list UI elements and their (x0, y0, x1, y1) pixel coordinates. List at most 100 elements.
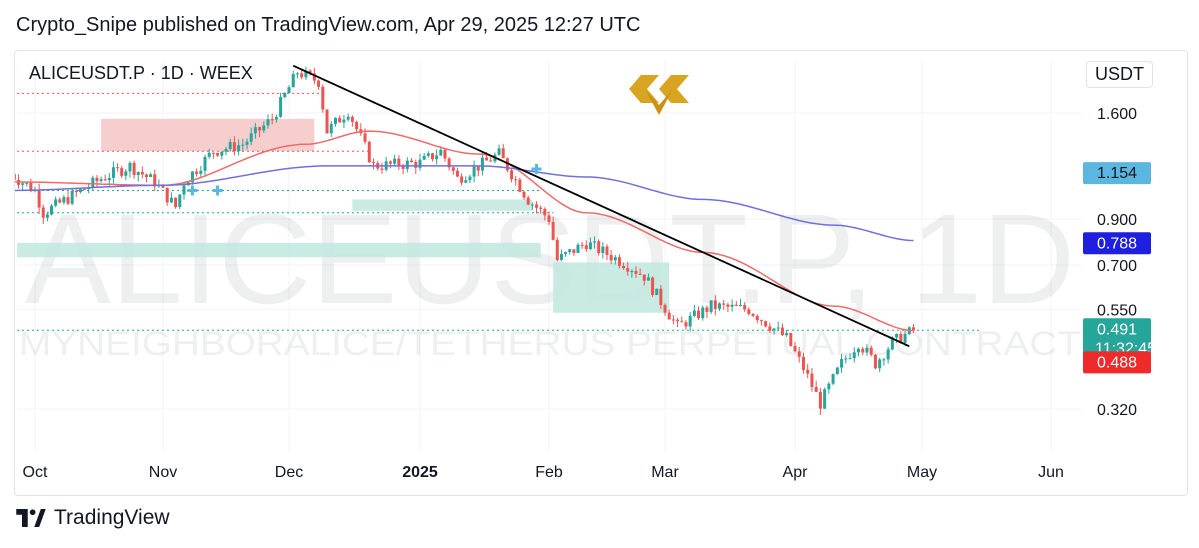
candle (62, 197, 66, 203)
candle (597, 241, 601, 253)
candle (818, 391, 822, 409)
price-label: 0.488 (1097, 354, 1137, 371)
candle (245, 141, 249, 145)
candle (50, 205, 54, 215)
candle (29, 182, 33, 192)
candle (124, 171, 128, 176)
candle (241, 144, 245, 146)
y-tick-label: 0.550 (1097, 302, 1137, 319)
candle (338, 117, 342, 123)
candle (726, 304, 730, 307)
price-chart[interactable]: ALICEUSDT.P, 1DMYNEIGHBORALICE/TETHERUS … (15, 51, 1187, 495)
candle (738, 304, 742, 306)
candle (329, 123, 333, 134)
candle (132, 162, 136, 176)
candle (793, 345, 797, 352)
candle (25, 182, 29, 184)
candle (539, 207, 543, 209)
candle (99, 179, 103, 182)
candle (659, 288, 663, 305)
candle (182, 185, 186, 195)
candle (15, 173, 16, 180)
tradingview-logo-icon (16, 509, 46, 527)
candle (232, 142, 236, 152)
x-tick-label: Jun (1038, 464, 1064, 481)
candle (780, 327, 784, 336)
candle (514, 179, 518, 181)
candle (547, 215, 551, 222)
y-tick-label: 0.320 (1097, 402, 1137, 419)
candle (617, 257, 621, 266)
candle (37, 189, 41, 208)
candle (258, 127, 262, 131)
candle (111, 167, 115, 178)
candle (321, 86, 325, 110)
symbol-label: ALICEUSDT.P · 1D · WEEX (29, 63, 253, 83)
candle (308, 70, 312, 74)
x-tick-label: May (907, 464, 937, 481)
candle (199, 170, 203, 174)
cross-marker-icon (531, 164, 542, 174)
candle (464, 180, 468, 183)
y-tick-label: 1.600 (1097, 106, 1137, 123)
candle (518, 179, 522, 192)
candle (312, 73, 316, 81)
candle (161, 184, 165, 188)
candle (410, 160, 414, 163)
candle (333, 117, 337, 124)
chart-panel[interactable]: ALICEUSDT.P, 1D MYNEIGHBORALICE/TETHERUS … (14, 50, 1188, 496)
candle (54, 199, 58, 206)
candle (249, 133, 253, 142)
candle (827, 383, 831, 390)
footer: TradingView (16, 506, 170, 530)
candle (78, 188, 82, 193)
candle (510, 170, 514, 180)
candle (676, 319, 680, 322)
x-tick-label: Mar (651, 464, 679, 481)
candle (823, 389, 827, 409)
candle (291, 73, 295, 88)
candle (697, 310, 701, 319)
candle (266, 119, 270, 126)
candle (622, 265, 626, 269)
price-label: 1.154 (1097, 165, 1137, 182)
candle (576, 244, 580, 253)
candle (489, 160, 493, 162)
candle (890, 337, 894, 350)
candle (342, 119, 346, 123)
candle (388, 161, 392, 164)
candle (216, 153, 220, 156)
candle (776, 327, 780, 329)
candle (564, 252, 568, 254)
candle (128, 162, 132, 172)
candle (136, 172, 140, 176)
candle (83, 188, 87, 190)
candle (797, 351, 801, 357)
candle (414, 162, 418, 168)
candle (584, 245, 588, 250)
candle (568, 249, 572, 253)
tradingview-brand[interactable]: TradingView (54, 506, 170, 529)
candle (426, 153, 430, 156)
candle (270, 119, 274, 121)
candle (840, 359, 844, 368)
currency-button[interactable]: USDT (1086, 61, 1153, 88)
candle (480, 157, 484, 171)
trendline (292, 64, 910, 348)
candle (634, 271, 638, 274)
candle (120, 168, 124, 176)
candle (751, 313, 755, 316)
candle (755, 315, 759, 321)
candle (220, 151, 224, 156)
price-label-box (1083, 232, 1151, 255)
candle (430, 153, 434, 160)
candle (588, 242, 592, 250)
candle (58, 199, 62, 203)
candle (680, 321, 684, 323)
candle (140, 172, 144, 175)
candle (861, 348, 865, 353)
candle (451, 167, 455, 171)
candle (91, 177, 95, 188)
candle (418, 159, 422, 168)
candle (730, 304, 734, 307)
